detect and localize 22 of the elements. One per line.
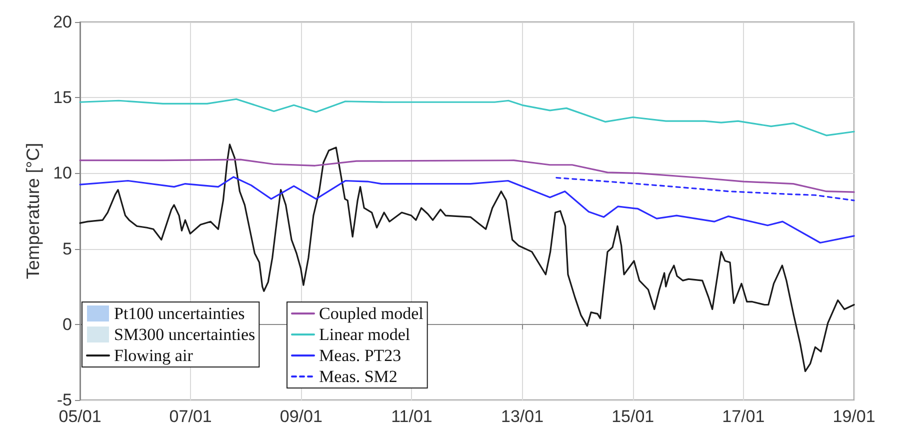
legend-label: Linear model bbox=[319, 325, 410, 344]
legend-label: Meas. SM2 bbox=[319, 367, 398, 386]
legend-label: Pt100 uncertainties bbox=[114, 304, 245, 323]
y-tick-label: 10 bbox=[53, 164, 72, 183]
x-tick-label: 15/01 bbox=[612, 407, 654, 426]
legend-label: Meas. PT23 bbox=[319, 346, 402, 365]
x-tick-label: 09/01 bbox=[280, 407, 322, 426]
x-tick-label: 17/01 bbox=[722, 407, 765, 426]
y-tick-label: 20 bbox=[53, 12, 72, 32]
y-tick-label: -5 bbox=[56, 390, 72, 410]
x-tick-label: 13/01 bbox=[501, 407, 544, 426]
x-tick-label: 07/01 bbox=[169, 407, 212, 426]
y-tick-label: 15 bbox=[53, 88, 72, 108]
x-tick-label: 05/01 bbox=[58, 407, 102, 426]
y-tick-label: 5 bbox=[62, 239, 72, 258]
legend-label: SM300 uncertainties bbox=[114, 325, 256, 344]
y-tick-label: 0 bbox=[62, 314, 72, 334]
x-tick-label: 11/01 bbox=[391, 407, 432, 426]
legend-label: Coupled model bbox=[319, 304, 424, 323]
x-tick-label: 19/01 bbox=[832, 407, 876, 426]
legend-label: Flowing air bbox=[114, 346, 194, 365]
y-axis-title: Temperature [°C] bbox=[23, 142, 44, 280]
